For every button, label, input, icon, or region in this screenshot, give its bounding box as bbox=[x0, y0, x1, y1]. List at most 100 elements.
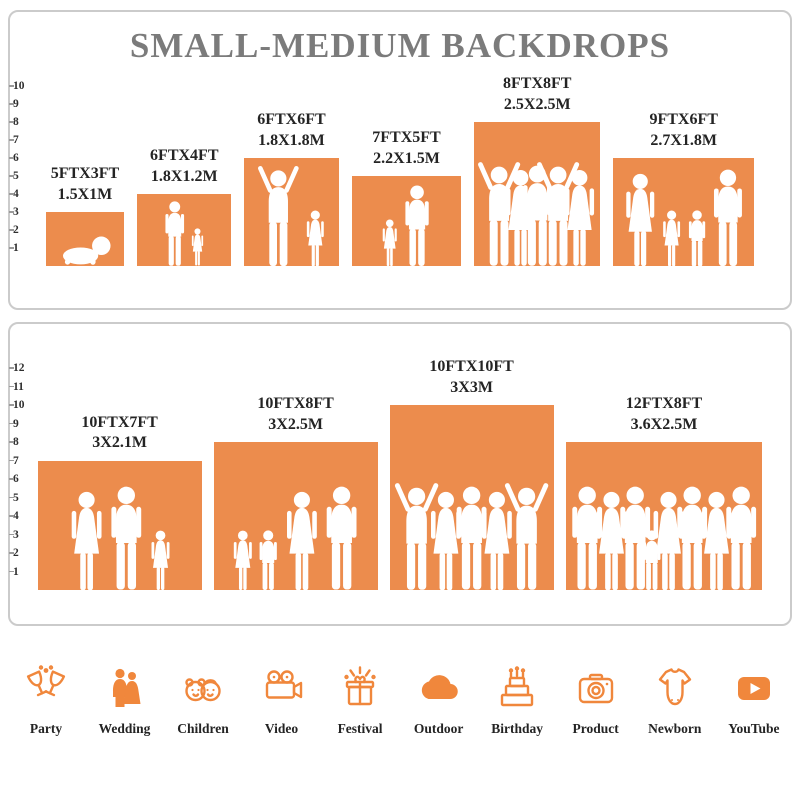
man-silhouette bbox=[677, 487, 708, 590]
axis-tick: 7 bbox=[9, 454, 19, 467]
man-silhouette bbox=[725, 487, 756, 590]
woman-silhouette bbox=[506, 170, 536, 266]
children-icon bbox=[185, 678, 221, 702]
category-video: Video bbox=[256, 664, 308, 737]
backdrop-size-label: 10FTX10FT 3X3M bbox=[429, 358, 514, 396]
girl-silhouette bbox=[306, 210, 324, 266]
people-silhouettes bbox=[394, 481, 550, 590]
category-row: Party Wedding Childre bbox=[20, 664, 780, 737]
man-silhouette bbox=[165, 201, 185, 266]
chart-bottom: 10FTX7FT 3X2.1M 10FTX8FT 3X2.5M 10FTX10FT 3X3… bbox=[10, 358, 790, 590]
woman-silhouette bbox=[71, 491, 102, 590]
axis-tick: 9 bbox=[9, 98, 19, 110]
category-birthday: Birthday bbox=[491, 664, 543, 737]
people-silhouettes bbox=[477, 160, 597, 266]
axis-tick: 9 bbox=[9, 417, 19, 430]
axis-tick: 6 bbox=[9, 152, 19, 164]
backdrop-size-label: 9FTX6FT 2.7X1.8M bbox=[649, 111, 718, 149]
category-party: Party bbox=[20, 664, 72, 737]
backdrop-size-label: 6FTX4FT 1.8X1.2M bbox=[150, 147, 219, 185]
axis-tick: 4 bbox=[9, 188, 19, 200]
backdrop-size-label: 6FTX6FT 1.8X1.8M bbox=[257, 111, 326, 149]
people-silhouettes bbox=[68, 486, 171, 590]
backdrop-size-label: 7FTX5FT 2.2X1.5M bbox=[372, 129, 441, 167]
category-label: YouTube bbox=[728, 721, 780, 736]
woman-arms-up-silhouette bbox=[258, 165, 300, 266]
people-silhouettes bbox=[258, 164, 326, 266]
man-arms-up-silhouette bbox=[478, 162, 521, 266]
girl-silhouette bbox=[151, 530, 170, 590]
backdrop-size-label: 8FTX8FT 2.5X2.5M bbox=[503, 75, 572, 113]
bars-bottom: 10FTX7FT 3X2.1M 10FTX8FT 3X2.5M 10FTX10FT 3X3… bbox=[10, 358, 790, 590]
category-label: Outdoor bbox=[413, 721, 464, 736]
axis-tick: 1 bbox=[9, 565, 19, 578]
axis-tick: 11 bbox=[9, 380, 24, 393]
small-medium-panel: SMALL-MEDIUM BACKDROPS 1 2 3 4 5 6 7 8 9 10 5FTX3… bbox=[8, 10, 792, 310]
large-panel: 1 2 3 4 5 6 7 8 9 10 11 12 10FTX7FT 3X2.1M 10FTX8FT 3X… bbox=[8, 322, 792, 626]
people-silhouettes bbox=[58, 233, 113, 267]
boy-silhouette bbox=[688, 209, 705, 266]
y-axis-top: 1 2 3 4 5 6 7 8 9 10 bbox=[9, 12, 32, 308]
category-label: Birthday bbox=[491, 721, 543, 736]
outdoor-icon bbox=[421, 675, 458, 700]
backdrop-bar: 10FTX7FT 3X2.1M bbox=[37, 414, 202, 590]
backdrop-bar: 12FTX8FT 3.6X2.5M bbox=[565, 395, 763, 590]
axis-tick: 10 bbox=[9, 399, 25, 411]
category-label: Video bbox=[264, 721, 299, 736]
party-icon bbox=[26, 665, 66, 697]
woman-silhouette bbox=[481, 491, 512, 590]
axis-tick: 6 bbox=[9, 473, 19, 485]
man-silhouette bbox=[405, 185, 430, 266]
axis-tick: 10 bbox=[9, 80, 25, 92]
youtube-icon bbox=[737, 677, 770, 700]
video-icon bbox=[265, 670, 302, 699]
product-icon bbox=[578, 673, 613, 704]
category-label: Party bbox=[29, 721, 63, 736]
axis-tick: 2 bbox=[9, 224, 19, 236]
boy-silhouette bbox=[259, 530, 278, 590]
backdrop-size-label: 10FTX8FT 3X2.5M bbox=[257, 395, 334, 433]
bars-top: 5FTX3FT 1.5X1M 6FTX4FT 1.8X1.2M 6FTX6FT 1.8X1… bbox=[10, 75, 790, 267]
axis-tick: 2 bbox=[9, 547, 19, 559]
woman-silhouette bbox=[625, 173, 654, 266]
man-silhouette bbox=[327, 487, 357, 590]
page-title: SMALL-MEDIUM BACKDROPS bbox=[129, 26, 671, 65]
backdrop-bar: 5FTX3FT 1.5X1M bbox=[45, 165, 125, 267]
category-label: Product bbox=[572, 721, 619, 736]
man-silhouette bbox=[522, 165, 552, 266]
man-arms-up-silhouette bbox=[537, 162, 580, 266]
people-silhouettes bbox=[164, 201, 205, 266]
axis-tick: 5 bbox=[9, 491, 19, 504]
man-silhouette bbox=[111, 487, 142, 590]
backdrop-bar: 10FTX8FT 3X2.5M bbox=[213, 395, 378, 590]
category-festival: Festival bbox=[334, 664, 386, 737]
category-product: Product bbox=[570, 664, 622, 737]
backdrop-bar: 7FTX5FT 2.2X1.5M bbox=[351, 129, 462, 266]
festival-icon bbox=[344, 666, 376, 706]
axis-tick: 3 bbox=[9, 528, 19, 541]
people-silhouettes bbox=[570, 486, 759, 590]
category-label: Children bbox=[177, 721, 229, 736]
man-silhouette bbox=[713, 169, 742, 266]
girl-silhouette bbox=[233, 530, 252, 590]
people-silhouettes bbox=[232, 486, 360, 590]
backdrop-size-label: 5FTX3FT 1.5X1M bbox=[50, 165, 120, 203]
backdrop-size-label: 12FTX8FT 3.6X2.5M bbox=[625, 395, 703, 433]
wedding-icon bbox=[112, 668, 141, 707]
axis-tick: 3 bbox=[9, 206, 19, 218]
category-youtube: YouTube bbox=[728, 664, 780, 737]
woman-silhouette bbox=[565, 170, 595, 266]
backdrop-bar: 10FTX10FT 3X3M bbox=[389, 358, 554, 590]
man-silhouette bbox=[620, 487, 651, 590]
axis-tick: 1 bbox=[9, 242, 19, 254]
axis-tick: 8 bbox=[9, 116, 19, 128]
backdrop-bar: 9FTX6FT 2.7X1.8M bbox=[613, 111, 755, 266]
y-axis-bottom: 1 2 3 4 5 6 7 8 9 10 11 12 bbox=[9, 324, 32, 624]
people-silhouettes bbox=[623, 169, 744, 266]
backdrop-size-label: 10FTX7FT 3X2.1M bbox=[81, 413, 158, 452]
girl-silhouette bbox=[383, 219, 398, 266]
chart-top: 5FTX3FT 1.5X1M 6FTX4FT 1.8X1.2M 6FTX6FT 1.8X1… bbox=[10, 75, 790, 267]
axis-tick: 7 bbox=[9, 134, 19, 146]
category-newborn: Newborn bbox=[648, 664, 701, 737]
baby-silhouette bbox=[62, 236, 111, 265]
